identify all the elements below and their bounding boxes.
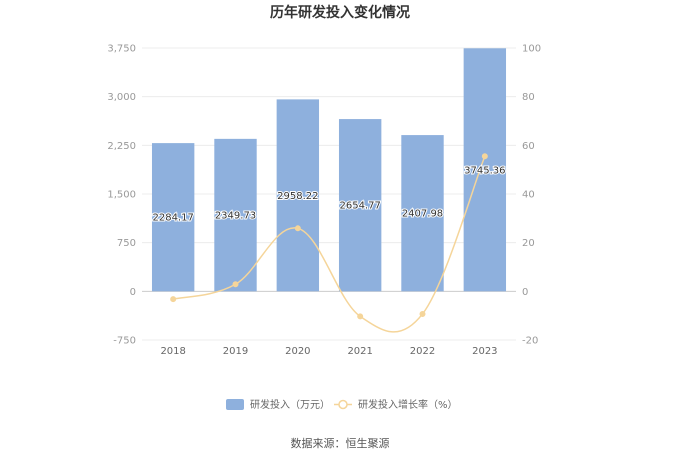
legend[interactable]: 研发投入（万元） 研发投入增长率（%）: [226, 398, 458, 411]
y-left-tick-label: 2,250: [107, 141, 136, 152]
bar-series: [151, 48, 507, 292]
y-left-tick-label: 750: [117, 238, 136, 249]
bar: [151, 143, 195, 292]
line-point: [419, 310, 426, 317]
y-left-tick-label: -750: [113, 336, 136, 347]
line-point: [170, 296, 177, 303]
legend-line-label: 研发投入增长率（%）: [358, 398, 458, 411]
y-right-tick-label: 60: [522, 141, 535, 152]
x-tick-label: 2021: [347, 346, 372, 357]
bar: [276, 99, 320, 292]
bar-value-label: 2284.17: [152, 213, 193, 224]
y-right-tick-label: 20: [522, 238, 535, 249]
x-tick-label: 2023: [472, 346, 497, 357]
y-left-tick-label: 3,750: [107, 44, 136, 55]
bar-value-label: 2654.77: [339, 201, 380, 212]
y-right-tick-label: 80: [522, 92, 535, 103]
bar-value-label: 2349.73: [215, 211, 256, 222]
x-tick-label: 2022: [410, 346, 435, 357]
y-right-tick-label: -20: [522, 336, 538, 347]
y-left-tick-label: 3,000: [107, 92, 136, 103]
line-point: [481, 153, 488, 160]
y-axis-right: -20 0 20 40 60 80 100: [522, 44, 541, 347]
bar-value-label: 3745.36: [464, 165, 505, 176]
bar: [214, 138, 257, 292]
chart-title: 历年研发投入变化情况: [270, 4, 410, 21]
y-left-tick-label: 1,500: [107, 190, 136, 201]
legend-line-marker: [338, 399, 348, 410]
bar: [401, 135, 444, 292]
legend-item-line[interactable]: 研发投入增长率（%）: [334, 398, 458, 411]
bar: [463, 48, 507, 292]
legend-item-bar[interactable]: 研发投入（万元）: [226, 398, 330, 411]
grid-lines: [142, 47, 516, 341]
legend-bar-swatch: [226, 399, 244, 410]
bar-value-label: 2958.22: [277, 191, 318, 202]
x-tick-label: 2020: [285, 346, 310, 357]
bar: [338, 119, 382, 292]
x-axis: 2018 2019 2020 2021 2022 2023: [160, 346, 497, 357]
line-point: [294, 225, 301, 232]
line-point: [357, 313, 364, 320]
line-point: [232, 281, 239, 288]
line-series: [170, 153, 488, 333]
y-axis-left: -750 0 750 1,500 2,250 3,000 3,750: [107, 44, 136, 347]
y-right-tick-label: 40: [522, 190, 535, 201]
y-right-tick-label: 100: [522, 44, 541, 55]
bar-data-labels: 2284.17 2349.73 2958.22 2654.77 2407.98 3745.…: [151, 164, 506, 224]
y-left-tick-label: 0: [130, 287, 136, 298]
bar-value-label: 2407.98: [402, 209, 443, 220]
legend-bar-label: 研发投入（万元）: [250, 398, 330, 411]
y-right-tick-label: 0: [522, 287, 528, 298]
data-source: 数据来源：恒生聚源: [291, 436, 390, 450]
x-tick-label: 2019: [223, 346, 248, 357]
x-tick-label: 2018: [160, 346, 185, 357]
